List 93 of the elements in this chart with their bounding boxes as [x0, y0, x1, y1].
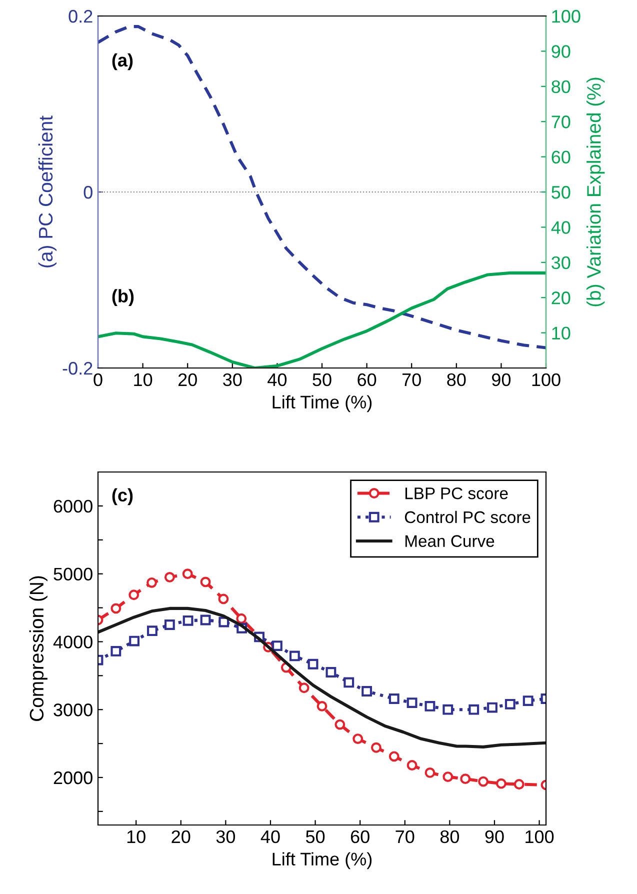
point	[406, 698, 418, 708]
y-tick-label: -0.2	[62, 362, 92, 375]
x-tick-label: 40	[260, 830, 280, 844]
y-axis-title: Compression (N)	[29, 576, 48, 721]
point	[478, 776, 488, 787]
y2-tick-label: 40	[551, 221, 570, 234]
point	[326, 667, 336, 678]
point	[146, 577, 157, 588]
x-axis-title: Lift Time (%)	[272, 395, 372, 412]
point	[468, 704, 480, 715]
point	[218, 594, 229, 604]
point	[370, 742, 382, 753]
point	[289, 650, 300, 662]
x-tick-label: 20	[178, 373, 197, 386]
x-tick-label: 30	[216, 830, 236, 844]
y-axis-title: (a) PC Coefficient	[38, 116, 56, 268]
x-axis-title: Lift Time (%)	[272, 852, 372, 870]
y-tick-label: 0.2	[68, 10, 92, 23]
point	[316, 700, 328, 712]
x-tick-label: 20	[172, 830, 190, 844]
x-tick-label: 100	[526, 830, 554, 844]
point	[388, 694, 400, 704]
point	[164, 572, 175, 582]
y-tick-label: 6000	[54, 500, 92, 513]
x-tick-label: 50	[312, 373, 332, 386]
y2-tick-label: 90	[552, 45, 570, 58]
point	[128, 590, 140, 600]
point	[442, 704, 454, 715]
point	[424, 768, 436, 778]
y2-tick-label: 70	[552, 116, 570, 128]
x-tick-label: 50	[306, 830, 325, 844]
point	[110, 646, 122, 656]
point	[388, 751, 400, 762]
legend-label: LBP PC score	[405, 487, 508, 500]
point	[487, 702, 498, 713]
x-tick-label: 70	[402, 373, 421, 386]
point	[182, 568, 193, 580]
y-tick-label: 0	[84, 186, 92, 199]
point	[110, 603, 122, 614]
y2-tick-label: 80	[552, 80, 570, 94]
x-tick-label: 30	[223, 373, 242, 386]
annotation: (a)	[112, 53, 133, 70]
x-tick-label: 0	[94, 373, 102, 386]
y2-axis-title: (b) Variation Explained (%)	[586, 78, 605, 306]
annotation: (b)	[112, 289, 134, 306]
legend-label: Control PC score	[404, 510, 530, 524]
y2-tick-label: 20	[552, 292, 570, 304]
point	[406, 760, 418, 770]
y-tick-label: 2000	[54, 771, 92, 784]
point	[362, 686, 372, 696]
y2-tick-label: 100	[552, 10, 580, 23]
x-tick-label: 80	[447, 373, 466, 386]
y-tick-label: 5000	[54, 568, 92, 581]
y-tick-label: 3000	[54, 704, 92, 716]
y-tick-label: 4000	[53, 636, 92, 648]
point	[442, 772, 454, 782]
point	[522, 696, 534, 706]
x-tick-label: 10	[127, 830, 146, 844]
point	[352, 734, 364, 744]
x-tick-label: 90	[492, 373, 511, 386]
x-tick-label: 60	[358, 373, 376, 386]
x-tick-label: 90	[485, 830, 504, 844]
point	[344, 677, 354, 688]
legend-label: Mean Curve	[405, 535, 494, 547]
point	[308, 658, 318, 670]
point	[182, 615, 194, 626]
line-series	[98, 606, 546, 748]
y2-tick-label: 10	[552, 326, 570, 340]
line-series	[98, 25, 546, 350]
x-tick-label: 80	[440, 830, 460, 844]
point	[496, 778, 506, 789]
point	[129, 636, 140, 646]
annotation: (c)	[112, 488, 133, 506]
point	[504, 698, 516, 710]
x-tick-label: 100	[532, 373, 560, 386]
point	[272, 640, 282, 651]
x-tick-label: 70	[396, 830, 414, 844]
x-tick-label: 10	[134, 373, 152, 386]
point	[460, 774, 471, 784]
point	[200, 576, 211, 588]
x-tick-label: 40	[268, 373, 287, 386]
y2-tick-label: 60	[552, 150, 570, 164]
point	[424, 700, 436, 712]
point	[164, 620, 175, 630]
point	[200, 614, 211, 626]
y2-tick-label: 50	[552, 186, 570, 199]
point	[334, 719, 346, 730]
point	[146, 626, 158, 636]
y2-tick-label: 30	[552, 256, 570, 270]
x-tick-label: 60	[350, 830, 370, 844]
point	[236, 613, 247, 624]
point	[298, 682, 310, 694]
point	[514, 779, 524, 790]
